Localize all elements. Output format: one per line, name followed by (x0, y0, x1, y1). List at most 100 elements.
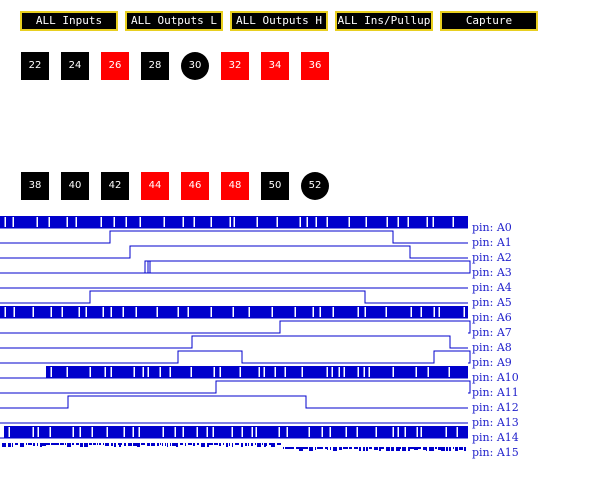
trace-label: pin: A7 (472, 326, 512, 339)
trace-a6-gap (32, 307, 34, 317)
pin-button-26[interactable]: 26 (101, 52, 129, 80)
trace-a15 (40, 443, 42, 447)
pin-button-46[interactable]: 46 (181, 172, 209, 200)
trace-label: pin: A9 (472, 356, 512, 369)
capture-button[interactable]: Capture (440, 11, 538, 31)
pin-button-34[interactable]: 34 (261, 52, 289, 80)
trace-a0-gap (397, 217, 399, 227)
pin-button-28[interactable]: 28 (141, 52, 169, 80)
trace-a15 (172, 443, 176, 446)
pin-button-38[interactable]: 38 (21, 172, 49, 200)
pin-button-52[interactable]: 52 (301, 172, 329, 200)
trace-a10-gap (368, 367, 370, 377)
trace-a15 (369, 447, 372, 449)
trace-a15 (396, 447, 398, 451)
trace-a1 (0, 230, 468, 244)
trace-a14-gap (356, 427, 358, 437)
trace-label: pin: A5 (472, 296, 512, 309)
pin-button-36[interactable]: 36 (301, 52, 329, 80)
trace-a15 (317, 447, 321, 449)
trace-a6-gap (4, 307, 6, 317)
trace-label: pin: A8 (472, 341, 512, 354)
trace-a0-gap (229, 217, 231, 227)
trace-a15 (453, 447, 454, 449)
trace-a15 (441, 447, 445, 451)
trace-a15 (229, 443, 230, 446)
trace-a15 (315, 447, 316, 450)
pin-button-42[interactable]: 42 (101, 172, 129, 200)
pin-button-48[interactable]: 48 (221, 172, 249, 200)
trace-a10-gap (284, 367, 286, 377)
trace-a15 (114, 443, 116, 447)
trace-a15 (232, 443, 233, 447)
trace-a15 (327, 447, 328, 450)
pin-button-50[interactable]: 50 (261, 172, 289, 200)
trace-a6-gap (156, 307, 158, 317)
trace-a15 (180, 443, 183, 445)
pin-button-30[interactable]: 30 (181, 52, 209, 80)
trace-a0-gap (432, 217, 434, 227)
trace-a0-gap (182, 217, 184, 227)
trace-a2 (0, 245, 468, 259)
trace-a15 (408, 447, 410, 451)
trace-a15 (446, 447, 448, 451)
trace-a15 (72, 443, 74, 445)
pin-button-40[interactable]: 40 (61, 172, 89, 200)
trace-a0-gap (299, 217, 301, 227)
all-ins-pullup-button[interactable]: ALL Ins/Pullup (335, 11, 433, 31)
trace-a15 (219, 443, 221, 446)
trace-a15 (262, 443, 263, 445)
pin-button-22[interactable]: 22 (21, 52, 49, 80)
trace-a15 (269, 443, 271, 445)
trace-a15 (160, 443, 161, 445)
trace-a15 (366, 447, 368, 451)
trace-a14-gap (196, 427, 198, 437)
trace-a15 (124, 443, 126, 446)
trace-a15 (185, 443, 186, 446)
trace-a15 (379, 447, 381, 451)
trace-a15 (105, 443, 108, 446)
trace-a15 (266, 443, 267, 446)
trace-a15 (400, 447, 401, 449)
trace-a15 (429, 447, 433, 451)
all-outputs-low-button[interactable]: ALL Outputs L (125, 11, 223, 31)
trace-a14-gap (255, 427, 257, 437)
trace-a14-gap (162, 427, 164, 437)
trace-a14-gap (397, 427, 399, 437)
trace-a15 (288, 447, 292, 449)
trace-a0-gap (276, 217, 278, 227)
trace-a15 (193, 443, 195, 446)
trace-a15 (398, 447, 400, 451)
trace-a15 (248, 443, 249, 446)
all-outputs-high-button[interactable]: ALL Outputs H (230, 11, 328, 31)
trace-a6-gap (319, 307, 321, 317)
trace-a10 (46, 366, 468, 378)
trace-a14-gap (8, 427, 10, 437)
trace-a15 (296, 447, 299, 449)
trace-a15 (311, 447, 313, 451)
trace-a15 (26, 443, 27, 445)
trace-a6-gap (102, 307, 104, 317)
pin-button-44[interactable]: 44 (141, 172, 169, 200)
trace-a10-gap (89, 367, 91, 377)
trace-a10-gap (343, 367, 345, 377)
pin-button-24[interactable]: 24 (61, 52, 89, 80)
trace-a0-gap (12, 217, 14, 227)
trace-label: pin: A4 (472, 281, 512, 294)
trace-a10-gap (415, 367, 417, 377)
trace-a15 (391, 447, 394, 451)
trace-a10-gap (363, 367, 365, 377)
trace-a6-gap (438, 307, 440, 317)
trace-a6-gap (410, 307, 412, 317)
trace-a0-gap (4, 217, 6, 227)
trace-a15 (37, 443, 38, 446)
pin-button-32[interactable]: 32 (221, 52, 249, 80)
trace-a15 (46, 443, 50, 445)
trace-a15 (76, 443, 79, 445)
trace-a15 (418, 447, 421, 449)
trace-a14-gap (79, 427, 81, 437)
trace-label: pin: A0 (472, 221, 512, 234)
all-inputs-button[interactable]: ALL Inputs (20, 11, 118, 31)
trace-a15 (33, 443, 35, 446)
